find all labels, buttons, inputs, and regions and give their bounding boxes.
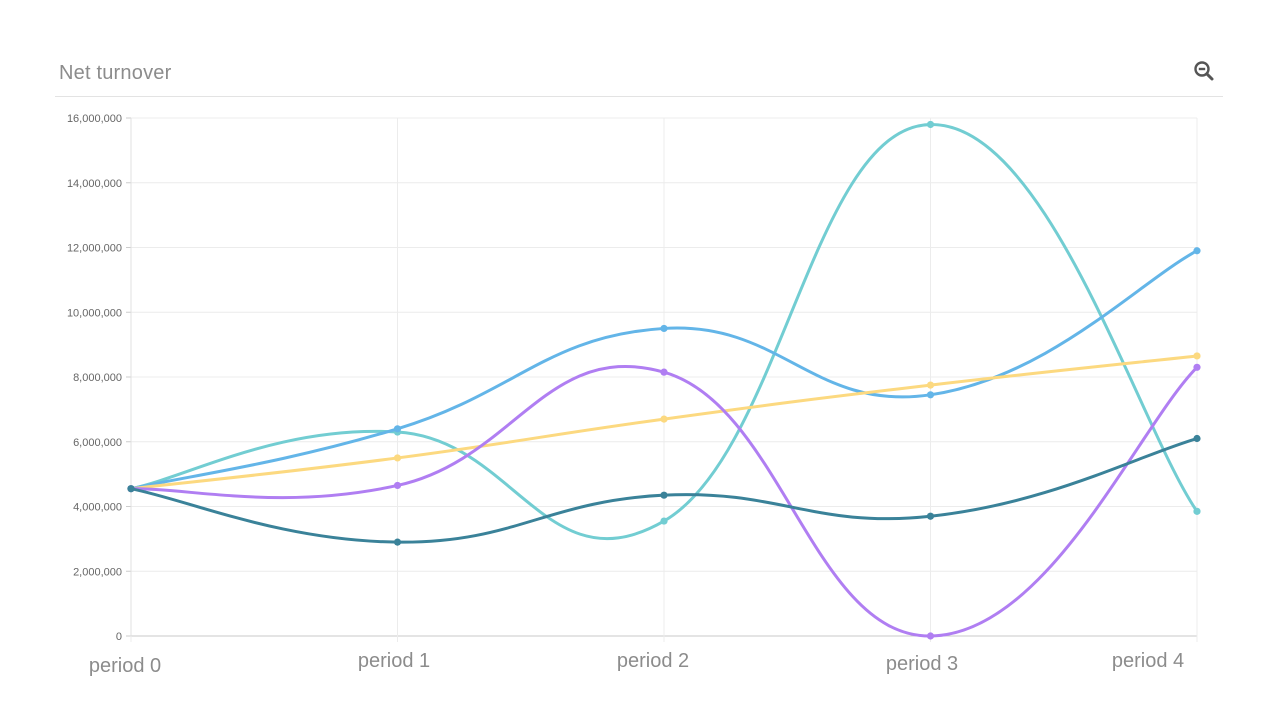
y-tick-label: 14,000,000: [67, 178, 122, 190]
x-tick-label: period 4: [1112, 650, 1184, 672]
x-tick-label: period 0: [89, 655, 161, 677]
series-1-point: [926, 120, 935, 129]
series-3-point: [926, 381, 935, 389]
chart-title: Net turnover: [59, 62, 172, 84]
series-3-point: [1193, 352, 1201, 360]
series-3-point: [660, 415, 668, 423]
series-5-point: [393, 538, 402, 546]
series-5-point: [926, 512, 935, 520]
x-tick-label: period 3: [886, 653, 958, 675]
y-tick-label: 12,000,000: [67, 243, 122, 255]
series-1-line: [129, 122, 1199, 541]
x-tick-label: period 1: [358, 650, 430, 672]
series-4-point: [926, 632, 935, 640]
series-5-point: [127, 485, 135, 493]
y-tick-label: 6,000,000: [73, 437, 122, 449]
series-1-point: [1193, 507, 1201, 515]
chart-header: Net turnover: [55, 56, 1223, 97]
y-tick-label: 0: [116, 631, 122, 643]
zoom-out-icon: [1194, 61, 1214, 81]
y-tick-label: 4,000,000: [73, 502, 122, 514]
series-3-point: [393, 454, 402, 462]
series-4-point: [1193, 363, 1201, 371]
y-tick-label: 8,000,000: [73, 372, 122, 384]
series-5-point: [1193, 434, 1201, 443]
series-2-point: [660, 324, 668, 333]
series-4-line: [129, 365, 1199, 638]
x-tick-label: period 2: [617, 650, 689, 672]
series-4-point: [660, 368, 668, 376]
series-2-point: [1193, 247, 1201, 255]
series-2-point: [926, 391, 935, 399]
series-1-point: [660, 517, 668, 525]
series-2-point: [393, 425, 402, 433]
y-tick-label: 10,000,000: [67, 307, 122, 319]
zoom-out-button[interactable]: [1191, 58, 1217, 84]
series-4-point: [393, 481, 402, 490]
series-5-point: [660, 491, 668, 499]
y-tick-label: 2,000,000: [73, 566, 122, 578]
y-tick-label: 16,000,000: [67, 113, 122, 125]
